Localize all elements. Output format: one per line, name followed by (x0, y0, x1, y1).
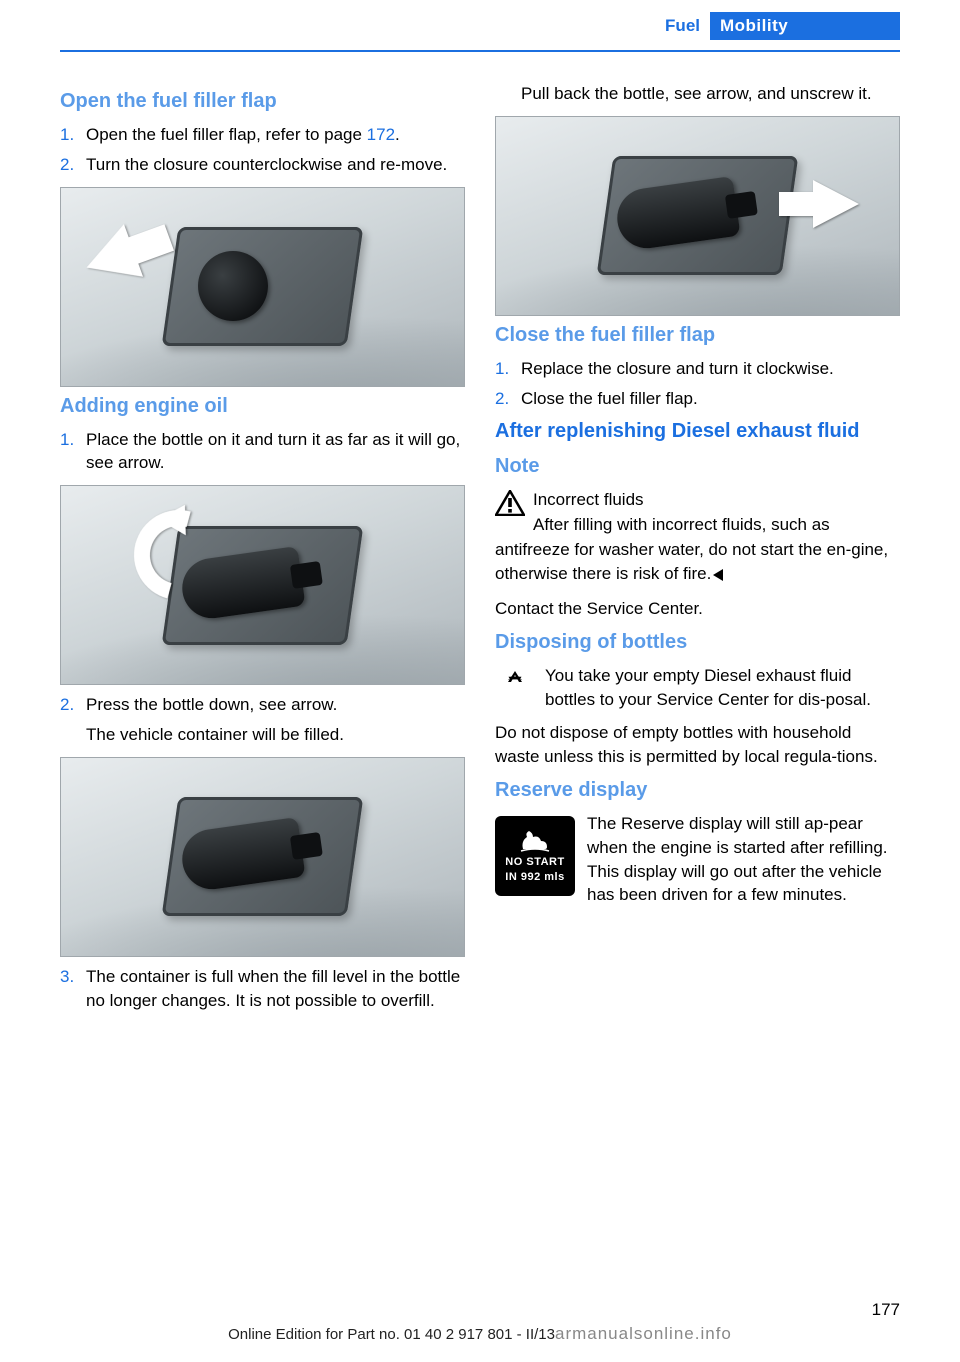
recycle-icon (495, 666, 535, 706)
intro-paragraph: Pull back the bottle, see arrow, and uns… (495, 82, 900, 106)
header-chapter: Mobility (710, 12, 900, 40)
list-item: 2. Press the bottle down, see arrow. The… (60, 693, 465, 747)
reserve-display-icon: NO START IN 992 mls (495, 816, 575, 896)
heading-note: Note (495, 455, 900, 478)
step-number: 1. (60, 123, 86, 147)
step-number: 1. (60, 428, 86, 476)
footer: Online Edition for Part no. 01 40 2 917 … (0, 1324, 960, 1344)
reserve-text: The Reserve display will still ap‐pear w… (587, 814, 888, 904)
heading-close-flap: Close the fuel filler flap (495, 324, 900, 347)
page-number: 177 (872, 1300, 900, 1320)
list-item: 2. Turn the closure counterclockwise and… (60, 153, 465, 177)
steps-adding-oil-c: 3. The container is full when the fill l… (60, 965, 465, 1013)
header-bar: Fuel Mobility (640, 12, 900, 40)
step-number: 2. (495, 387, 521, 411)
steps-close-flap: 1. Replace the closure and turn it clock… (495, 357, 900, 411)
heading-adding-oil: Adding engine oil (60, 395, 465, 418)
step-text-sub: The vehicle container will be filled. (86, 723, 465, 747)
warning-body: After filling with incorrect fluids, suc… (495, 515, 888, 583)
end-marker-icon (713, 569, 723, 581)
right-column: Pull back the bottle, see arrow, and uns… (495, 82, 900, 1022)
list-item: 1. Replace the closure and turn it clock… (495, 357, 900, 381)
heading-disposing: Disposing of bottles (495, 631, 900, 654)
dispose-note: Do not dispose of empty bottles with hou… (495, 721, 900, 769)
figure-press-bottle (60, 757, 465, 957)
step-number: 1. (495, 357, 521, 381)
contact-paragraph: Contact the Service Center. (495, 597, 900, 621)
list-item: 1. Open the fuel filler flap, refer to p… (60, 123, 465, 147)
header-section: Fuel (640, 12, 710, 40)
warning-block: Incorrect fluids After filling with inco… (495, 488, 900, 587)
figure-turn-bottle (60, 485, 465, 685)
figure-pull-bottle (495, 116, 900, 316)
step-text: The container is full when the fill leve… (86, 965, 465, 1013)
left-column: Open the fuel filler flap 1. Open the fu… (60, 82, 465, 1022)
list-item: 1. Place the bottle on it and turn it as… (60, 428, 465, 476)
step-text-post: . (395, 125, 400, 144)
step-text: Replace the closure and turn it clockwis… (521, 357, 900, 381)
reserve-block: NO START IN 992 mls The Reserve display … (495, 812, 900, 907)
reserve-icon-line2: IN 992 mls (505, 870, 564, 885)
steps-adding-oil-b: 2. Press the bottle down, see arrow. The… (60, 693, 465, 747)
recycle-block: You take your empty Diesel exhaust fluid… (495, 664, 900, 712)
footer-watermark: armanualsonline.info (555, 1324, 732, 1343)
content-columns: Open the fuel filler flap 1. Open the fu… (0, 52, 960, 1022)
step-number: 3. (60, 965, 86, 1013)
step-number: 2. (60, 153, 86, 177)
arrow-right-icon (813, 180, 859, 228)
list-item: 3. The container is full when the fill l… (60, 965, 465, 1013)
recycle-text: You take your empty Diesel exhaust fluid… (545, 666, 871, 709)
warning-title: Incorrect fluids (533, 490, 644, 509)
step-text: Press the bottle down, see arrow. The ve… (86, 693, 465, 747)
warning-icon (495, 490, 525, 516)
step-text: Open the fuel filler flap, refer to page… (86, 123, 465, 147)
list-item: 2. Close the fuel filler flap. (495, 387, 900, 411)
footer-line: Online Edition for Part no. 01 40 2 917 … (228, 1326, 555, 1343)
steps-adding-oil-a: 1. Place the bottle on it and turn it as… (60, 428, 465, 476)
step-text: Close the fuel filler flap. (521, 387, 900, 411)
heading-after-replenish: After replenishing Diesel exhaust fluid (495, 420, 900, 443)
step-number: 2. (60, 693, 86, 747)
heading-open-flap: Open the fuel filler flap (60, 90, 465, 113)
page-reference[interactable]: 172 (367, 125, 395, 144)
step-text: Place the bottle on it and turn it as fa… (86, 428, 465, 476)
step-text: Turn the closure counterclockwise and re… (86, 153, 465, 177)
heading-reserve: Reserve display (495, 779, 900, 802)
step-text-pre: Open the fuel filler flap, refer to page (86, 125, 367, 144)
page-header: Fuel Mobility (0, 0, 960, 50)
figure-open-flap (60, 187, 465, 387)
step-text-main: Press the bottle down, see arrow. (86, 695, 337, 714)
reserve-icon-line1: NO START (505, 855, 564, 870)
steps-open-flap: 1. Open the fuel filler flap, refer to p… (60, 123, 465, 177)
